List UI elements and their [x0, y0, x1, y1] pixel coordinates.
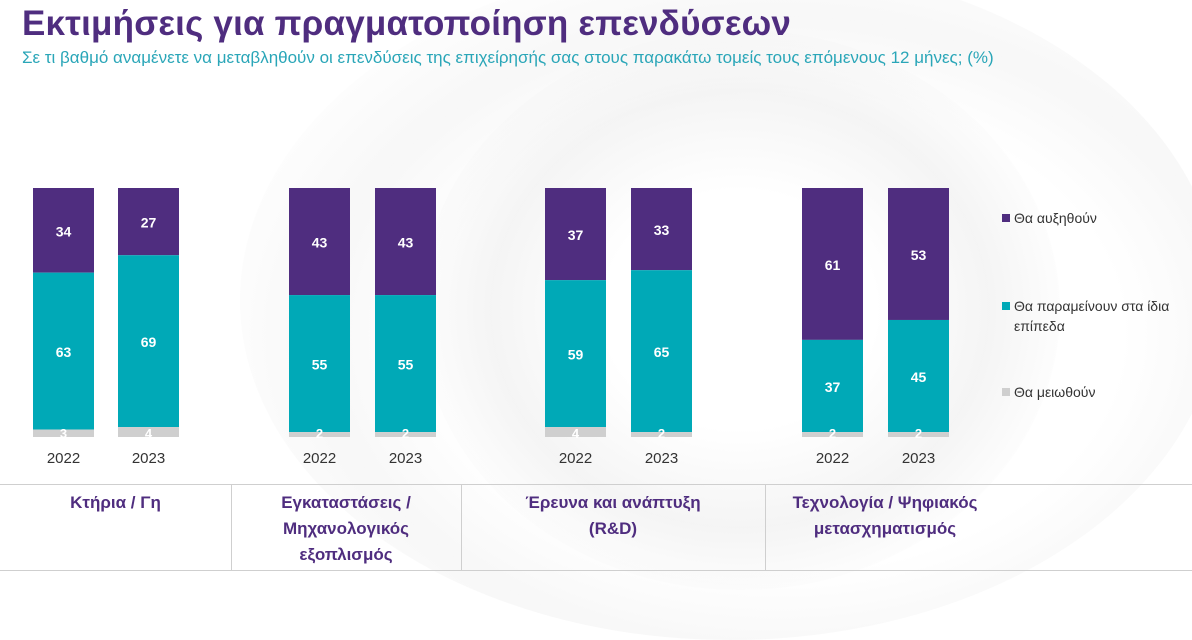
- legend-label-same: Θα παραμείνουν στα ίδια επίπεδα: [1014, 298, 1170, 334]
- year-tick-label: 2022: [303, 450, 336, 467]
- bar-segment-decrease: [289, 432, 350, 437]
- bar-segment-decrease: [802, 432, 863, 437]
- page-subtitle: Σε τι βαθμό αναμένετε να μεταβληθούν οι …: [22, 48, 994, 67]
- bar-segment-increase: [118, 188, 179, 256]
- bar-segment-same: [545, 280, 606, 428]
- category-label-equipment: Εγκαταστάσεις / Μηχανολογικός εξοπλισμός: [281, 493, 411, 564]
- year-tick-label: 2022: [816, 450, 849, 467]
- bar-segment-decrease: [888, 432, 949, 437]
- data-label-decrease: 2: [658, 426, 665, 441]
- year-tick-label: 2023: [132, 450, 165, 467]
- category-bottom-rule: [0, 570, 1192, 571]
- data-label-same: 69: [141, 334, 157, 350]
- data-label-increase: 43: [398, 235, 414, 251]
- legend-label-increase: Θα αυξηθούν: [1014, 210, 1097, 226]
- data-label-same: 45: [911, 369, 927, 385]
- year-tick-label: 2022: [47, 450, 80, 467]
- legend-swatch-decrease: [1002, 388, 1010, 396]
- bar-segment-decrease: [631, 432, 692, 437]
- data-label-increase: 61: [825, 257, 841, 273]
- bar-segment-same: [888, 319, 949, 433]
- bar-segment-increase: [289, 188, 350, 296]
- category-separator: [461, 484, 462, 570]
- legend-swatch-increase: [1002, 214, 1010, 222]
- year-tick-label: 2023: [389, 450, 422, 467]
- bar-segment-increase: [802, 188, 863, 340]
- year-tick-label: 2022: [559, 450, 592, 467]
- category-top-rule: [0, 484, 1192, 485]
- year-tick-label: 2023: [645, 450, 678, 467]
- bar-segment-decrease: [375, 432, 436, 437]
- category-label-rnd: Έρευνα και ανάπτυξη (R&D): [525, 493, 701, 538]
- page-title: Εκτιμήσεις για πραγματοποίηση επενδύσεων: [22, 4, 792, 43]
- bar-segment-same: [289, 295, 350, 433]
- data-label-same: 59: [568, 347, 584, 363]
- data-label-decrease: 2: [316, 426, 323, 441]
- data-label-decrease: 2: [402, 426, 409, 441]
- data-label-decrease: 4: [145, 426, 153, 441]
- category-label-buildings: Κτήρια / Γη: [70, 493, 161, 512]
- bar-segment-increase: [888, 188, 949, 320]
- data-label-same: 63: [56, 344, 72, 360]
- data-label-decrease: 2: [829, 426, 836, 441]
- bar-segment-increase: [33, 188, 94, 273]
- bar-segment-decrease: [545, 427, 606, 437]
- data-label-decrease: 3: [60, 426, 67, 441]
- stacked-bar-chart: 34 63 3 2022 27 69 4 2023 43 55 2 2022 43 55 2 2023 37 59…: [33, 188, 949, 467]
- data-label-same: 55: [312, 357, 328, 373]
- bar-segment-increase: [375, 188, 436, 296]
- bar-segment-same: [802, 339, 863, 433]
- category-separator: [231, 484, 232, 570]
- bar-segment-increase: [631, 188, 692, 271]
- bar-segment-same: [118, 255, 179, 428]
- data-label-same: 65: [654, 344, 670, 360]
- data-label-increase: 37: [568, 227, 584, 243]
- data-label-decrease: 4: [572, 426, 580, 441]
- data-label-increase: 33: [654, 222, 670, 238]
- category-label-digital: Τεχνολογία / Ψηφιακός μετασχηματισμός: [792, 493, 978, 538]
- bar-segment-decrease: [118, 427, 179, 437]
- data-label-increase: 43: [312, 235, 328, 251]
- category-separator: [765, 484, 766, 570]
- data-label-decrease: 2: [915, 426, 922, 441]
- data-label-increase: 34: [56, 223, 72, 239]
- legend-swatch-same: [1002, 302, 1010, 310]
- bar-segment-same: [631, 270, 692, 433]
- bar-segment-increase: [545, 188, 606, 281]
- year-tick-label: 2023: [902, 450, 935, 467]
- data-label-same: 55: [398, 357, 414, 373]
- data-label-same: 37: [825, 379, 841, 395]
- bar-segment-same: [375, 295, 436, 433]
- legend-label-decrease: Θα μειωθούν: [1014, 384, 1096, 400]
- bar-segment-same: [33, 272, 94, 430]
- data-label-increase: 27: [141, 215, 157, 231]
- data-label-increase: 53: [911, 247, 927, 263]
- bar-segment-decrease: [33, 429, 94, 437]
